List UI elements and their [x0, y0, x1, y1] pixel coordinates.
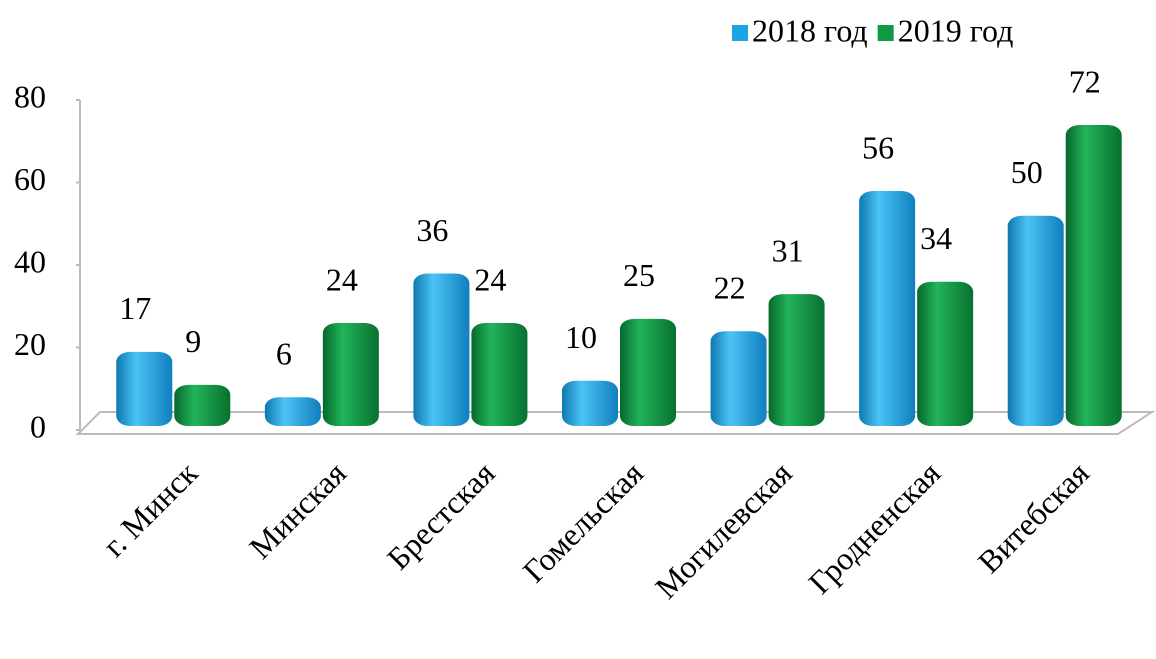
- x-tick-label: Брестская: [380, 454, 502, 576]
- x-tick-label: Могилевская: [648, 454, 799, 605]
- bar: [620, 318, 676, 426]
- y-tick-label: 60: [14, 161, 46, 197]
- data-label: 31: [772, 232, 804, 268]
- x-tick-label: Витебская: [971, 454, 1096, 579]
- y-tick-label: 0: [30, 408, 46, 444]
- legend-swatch: [732, 25, 748, 41]
- bar: [116, 351, 173, 426]
- data-label: 17: [119, 290, 151, 326]
- bar: [471, 323, 528, 426]
- y-tick-label: 40: [14, 243, 46, 279]
- data-label: 36: [416, 212, 448, 248]
- data-label: 22: [714, 270, 746, 306]
- y-tick-label: 20: [14, 326, 46, 362]
- data-label: 34: [920, 220, 952, 256]
- bar: [917, 281, 974, 426]
- legend-label: 2019 год: [898, 12, 1014, 48]
- bar: [768, 294, 825, 426]
- bar: [710, 331, 767, 426]
- data-label: 24: [474, 261, 506, 297]
- x-tick-label: Гомельская: [516, 454, 651, 589]
- x-tick-label: Минская: [242, 454, 353, 565]
- bar: [174, 384, 231, 426]
- bar: [322, 323, 379, 426]
- data-label: 6: [276, 336, 292, 372]
- y-tick-label: 80: [14, 78, 46, 114]
- data-label: 56: [862, 129, 894, 165]
- data-label: 25: [623, 257, 655, 293]
- legend-label: 2018 год: [752, 12, 868, 48]
- data-label: 72: [1069, 63, 1101, 99]
- x-tick-label: Гродненская: [801, 454, 947, 600]
- bar: [859, 191, 916, 426]
- data-label: 10: [565, 319, 597, 355]
- data-label: 50: [1011, 154, 1043, 190]
- bar: [264, 397, 321, 426]
- bar: [562, 380, 618, 426]
- bar: [1065, 125, 1122, 426]
- data-label: 24: [326, 261, 358, 297]
- x-tick-label: г. Минск: [96, 454, 205, 563]
- bar: [413, 273, 470, 426]
- legend-swatch: [877, 25, 894, 41]
- data-label: 9: [185, 323, 201, 359]
- bar: [1007, 215, 1064, 426]
